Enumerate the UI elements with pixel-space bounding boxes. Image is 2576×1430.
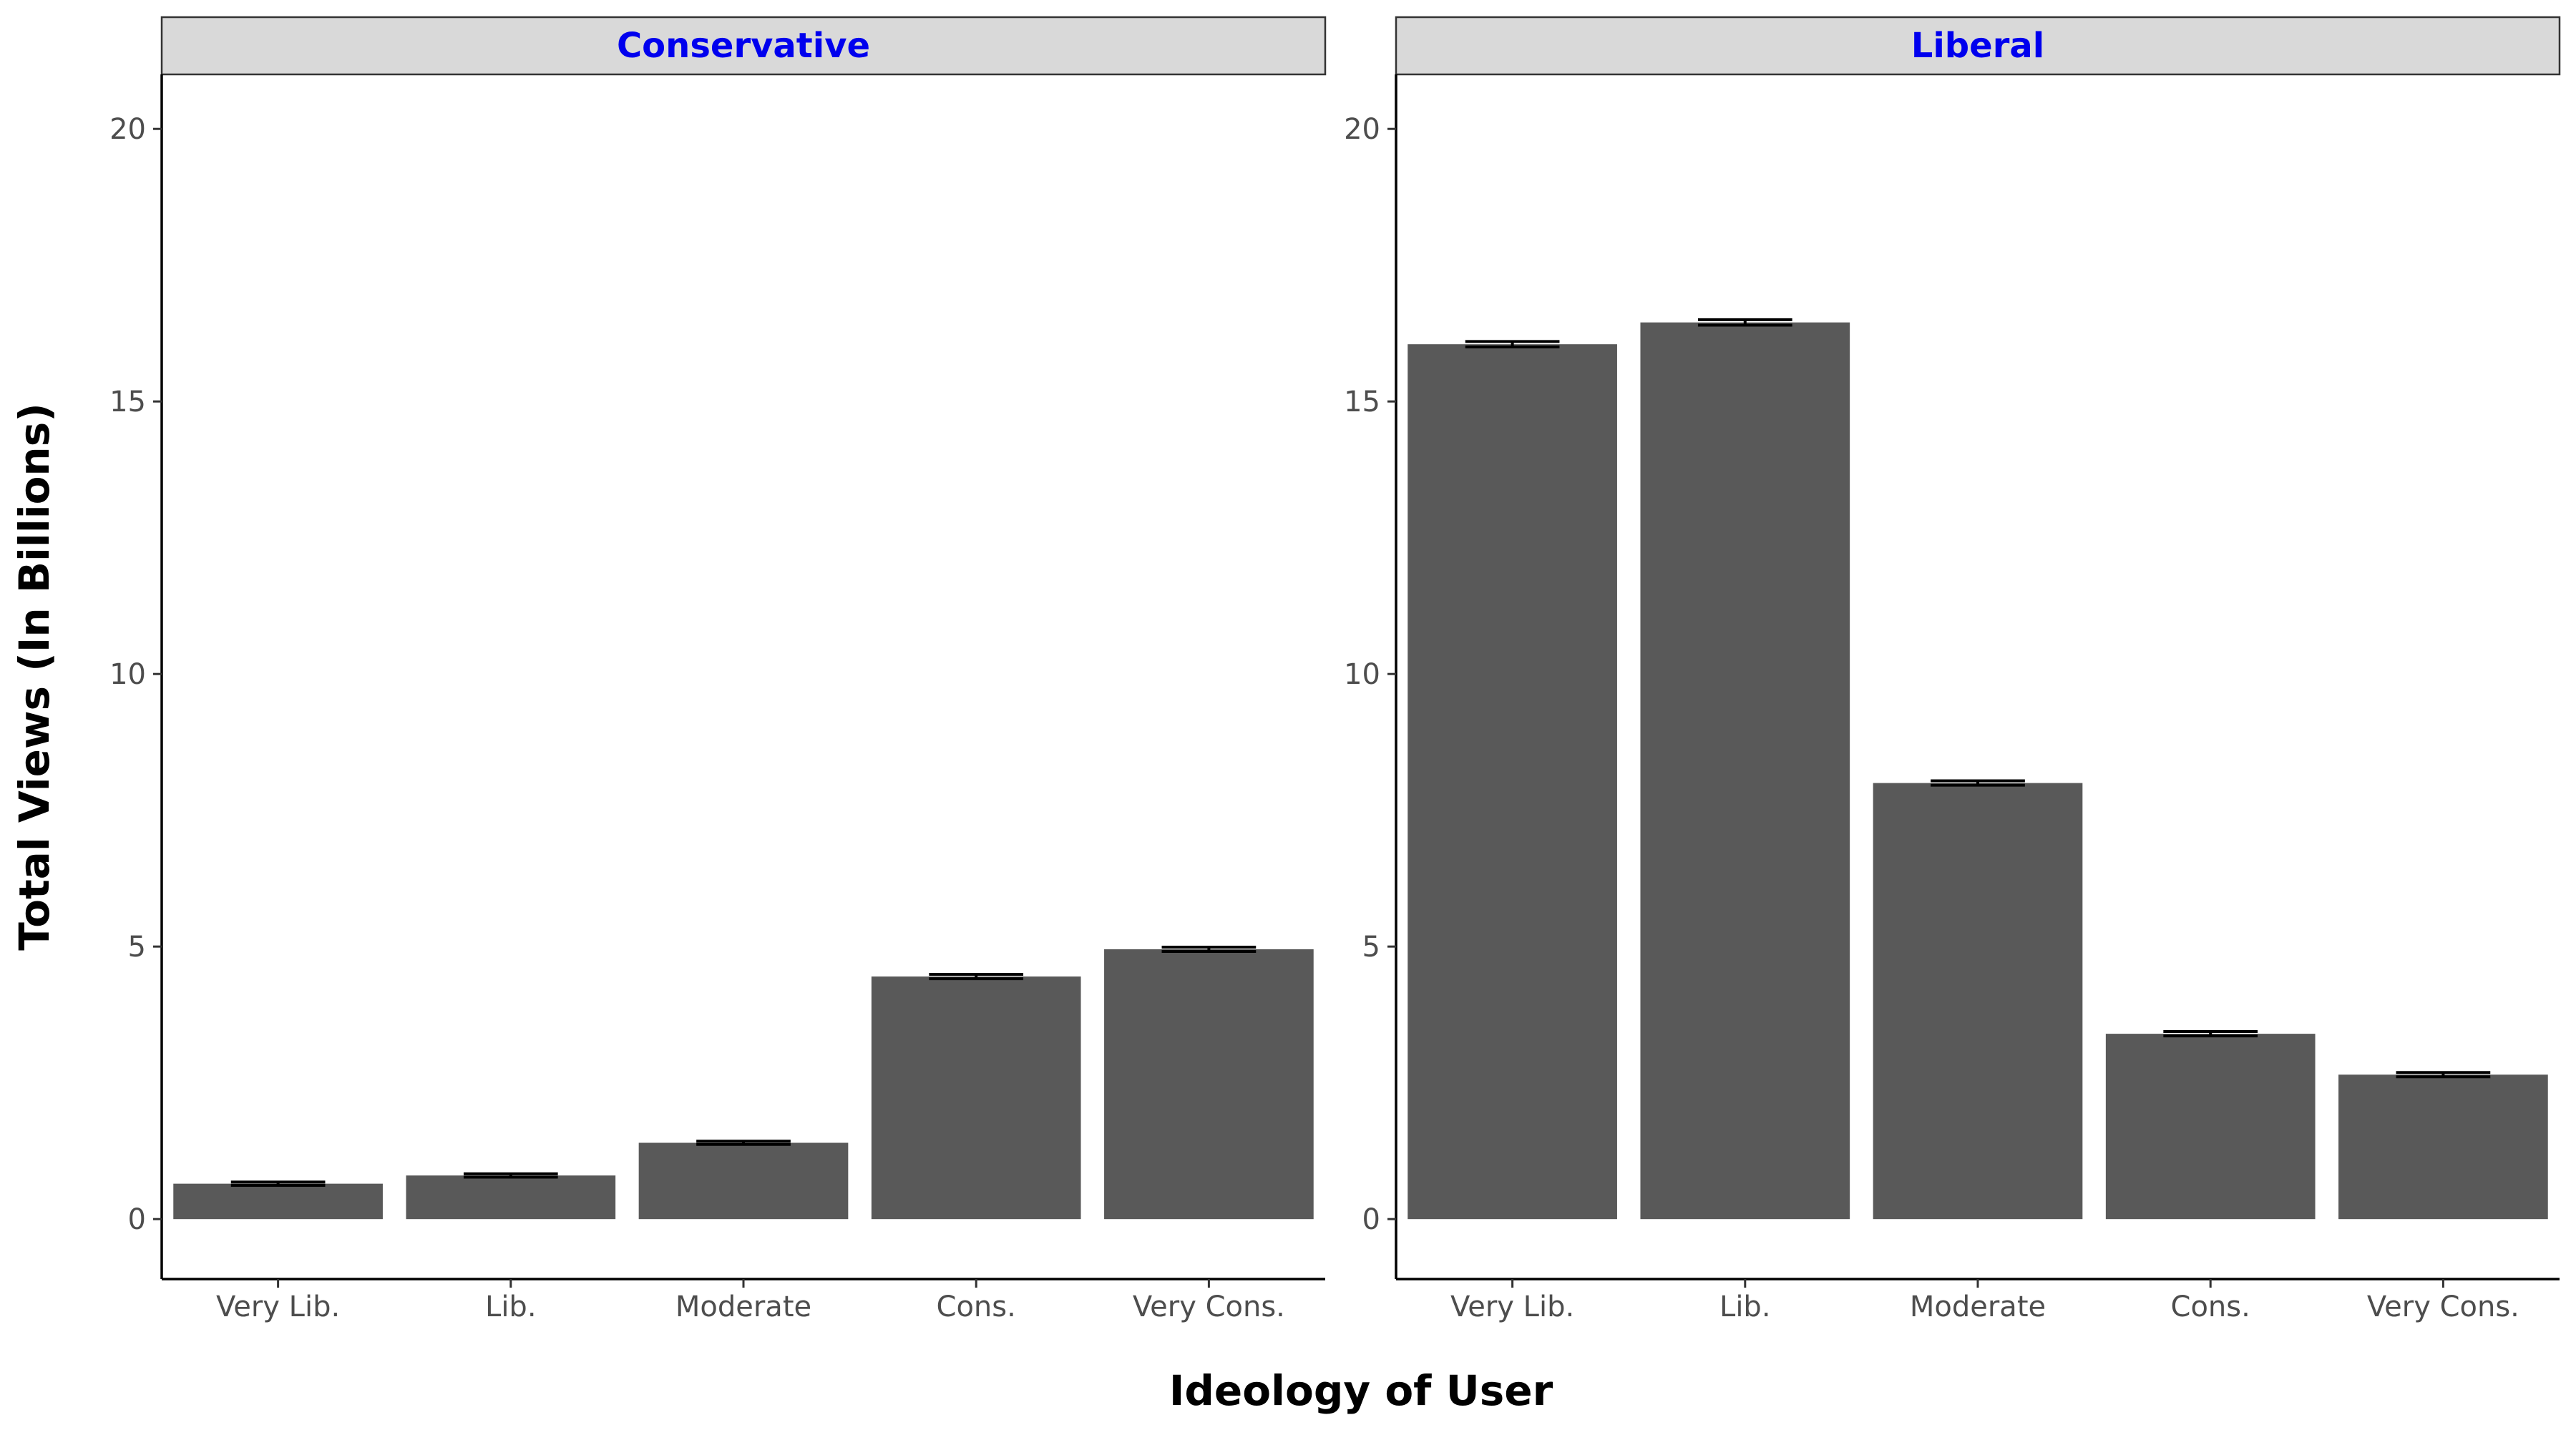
y-tick-label: 20 [109,113,146,146]
error-bar [2396,1071,2491,1079]
error-bar [1697,318,1792,327]
y-axis: 0 5 10 15 20 [109,74,163,1279]
x-tick-label: Very Cons. [2367,1291,2519,1323]
bar [2105,1034,2316,1220]
x-tick-label: Cons. [937,1291,1016,1323]
y-tick-label: 5 [128,931,146,964]
bar [871,976,1081,1220]
bar [173,1183,383,1220]
y-axis-title: Total Views (In Billions) [10,403,59,951]
bar [1104,949,1314,1220]
x-axis-title: Ideology of User [1169,1366,1553,1415]
x-tick-label: Lib. [485,1291,537,1323]
x-tick-label: Very Lib. [216,1291,340,1323]
x-tick-label: Very Lib. [1450,1291,1574,1323]
error-bar [463,1172,558,1179]
panel-conservative: Conservative 0 5 10 15 20 Very Lib. Lib. Moder… [109,16,1327,1323]
error-bar [929,973,1024,981]
panel-strip [1395,16,2561,76]
bar [638,1142,849,1220]
bar [2338,1074,2548,1220]
y-axis: 0 5 10 15 20 [1344,74,1397,1279]
error-bar [230,1180,326,1187]
panel-bars [1407,318,2548,1220]
y-tick-label: 0 [1362,1203,1380,1236]
y-tick-label: 0 [128,1203,146,1236]
y-tick-label: 5 [1362,931,1380,964]
error-bar [696,1140,791,1146]
y-tick-label: 20 [1344,113,1380,146]
panel-title: Conservative [617,26,870,66]
bar [406,1175,616,1220]
error-bar [1931,779,2025,787]
bar [1640,322,1850,1220]
bar [1407,344,1617,1220]
y-tick-label: 10 [109,658,146,691]
bar [1873,783,2083,1220]
panel-title: Liberal [1911,26,2044,66]
panel-strip [160,16,1327,76]
x-axis: Very Lib. Lib. Moderate Cons. Very Cons. [162,1278,1325,1323]
error-bar [1465,340,1560,348]
x-axis: Very Lib. Lib. Moderate Cons. Very Cons. [1396,1278,2560,1323]
x-tick-label: Moderate [1910,1291,2046,1323]
x-tick-label: Moderate [675,1291,811,1323]
x-tick-label: Lib. [1719,1291,1771,1323]
y-tick-label: 15 [109,386,146,418]
y-tick-label: 10 [1344,658,1380,691]
error-bar [2163,1030,2258,1038]
panel-liberal: Liberal 0 5 10 15 20 Very Lib. Lib. Moderate Co… [1344,16,2561,1323]
panel-bars [173,945,1314,1220]
error-bar [1161,945,1257,954]
x-tick-label: Cons. [2171,1291,2250,1323]
y-tick-label: 15 [1344,386,1380,418]
x-tick-label: Very Cons. [1133,1291,1285,1323]
